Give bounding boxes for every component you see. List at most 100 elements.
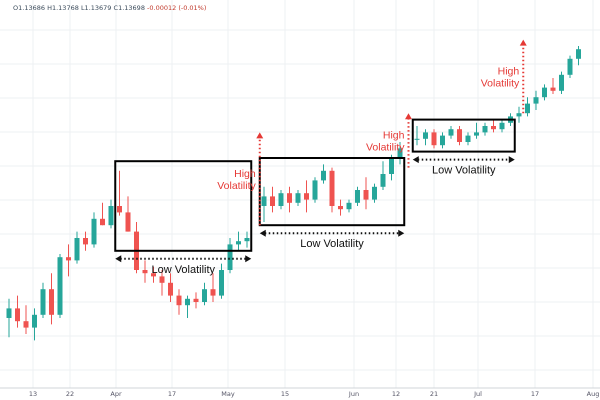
ohlc-change: -0.00012 (-0.01%) (147, 4, 207, 12)
candle-down (491, 126, 496, 130)
low-volatility-label: Low Volatility (300, 238, 364, 250)
x-tick-label: 17 (168, 390, 176, 398)
candle-down (210, 289, 216, 296)
high-volatility-label: Volatility (217, 180, 256, 192)
candle-down (151, 273, 156, 277)
low-volatility-box (258, 157, 406, 227)
x-tick-label: Jul (473, 390, 482, 398)
high-volatility-label: High (498, 65, 520, 77)
x-tick-label: Aug (587, 390, 600, 398)
candle-up (185, 298, 190, 306)
range-arrow-left (412, 156, 419, 164)
x-tick-label: 13 (29, 390, 37, 398)
range-arrow-right (245, 255, 252, 263)
high-volatility-label: Volatility (366, 141, 405, 153)
x-tick-label: Jun (348, 390, 359, 398)
high-volatility-arrow-head (519, 39, 527, 46)
candle-down (125, 212, 131, 232)
x-tick-label: Apr (110, 390, 122, 398)
candle-up (482, 126, 488, 133)
range-arrow-right (508, 156, 515, 164)
candle-up (380, 174, 386, 187)
low-volatility-box (411, 118, 516, 153)
low-volatility-label: Low Volatility (151, 264, 215, 276)
x-tick-label: 21 (430, 390, 438, 398)
volatility-annotations: HighVolatilityHighVolatilityHighVolatili… (217, 39, 527, 226)
candle-up (108, 206, 114, 226)
candle-down (49, 289, 54, 315)
candle-down (117, 206, 122, 213)
candle-down (142, 270, 148, 274)
candle-up (355, 190, 360, 203)
candle-up (236, 241, 241, 245)
candle-up (219, 270, 224, 296)
ohlc-low: L1.13679 (80, 4, 112, 12)
candle-up (474, 132, 479, 136)
candle-down (329, 170, 335, 206)
candle-up (576, 49, 581, 59)
candle-up (57, 257, 63, 315)
x-tick-label: 17 (531, 390, 539, 398)
candles-layer (6, 46, 581, 341)
candle-up (261, 196, 267, 206)
high-volatility-arrow-head (405, 113, 412, 120)
candle-up (202, 289, 207, 302)
ohlc-open: O1.13686 (13, 4, 45, 12)
candle-up (40, 289, 46, 315)
low-volatility-box (114, 160, 253, 252)
candle-down (304, 193, 309, 200)
candle-down (287, 193, 292, 203)
candle-up (278, 193, 284, 206)
candle-up (74, 238, 80, 261)
candle-up (525, 103, 530, 114)
low-volatility-label: Low Volatility (432, 165, 496, 177)
ohlc-readout: O1.13686 H1.13768 L1.13679 C1.13698 -0.0… (13, 4, 206, 12)
x-tick-label: May (221, 390, 235, 398)
candle-up (389, 158, 394, 174)
range-arrow-left (115, 255, 122, 263)
ohlc-close: C1.13698 (113, 4, 145, 12)
candle-down (431, 132, 437, 146)
candle-down (193, 298, 199, 302)
candle-down (159, 276, 165, 283)
candle-down (15, 308, 20, 322)
candle-down (176, 295, 182, 306)
candle-up (91, 218, 97, 245)
range-arrow-left (259, 229, 266, 237)
high-volatility-label: High (383, 129, 405, 141)
candle-up (465, 135, 471, 142)
volatility-boxes: Low Volatility Low Volatility Low Volatili… (114, 118, 516, 276)
candle-down (66, 257, 71, 261)
x-tick-label: 12 (392, 390, 400, 398)
candle-up (423, 132, 428, 139)
range-arrow-right (398, 229, 405, 237)
candle-down (550, 87, 556, 91)
high-volatility-label: High (234, 168, 256, 180)
candle-down (363, 190, 369, 200)
candle-down (457, 129, 462, 142)
candle-up (448, 129, 454, 136)
candle-down (338, 206, 343, 210)
candle-down (168, 282, 173, 296)
high-volatility-arrow-head (256, 132, 264, 139)
candle-up (499, 122, 505, 130)
candle-up (6, 308, 12, 318)
candle-down (100, 218, 105, 226)
candle-up (312, 180, 318, 200)
candle-up (533, 97, 539, 104)
candle-up (542, 87, 547, 98)
candle-up (372, 186, 377, 200)
candle-down (270, 196, 275, 206)
candle-up (440, 135, 445, 146)
candle-down (23, 321, 29, 328)
x-tick-label: 22 (66, 390, 74, 398)
candle-up (559, 74, 564, 91)
candle-up (567, 58, 573, 75)
x-tick-label: 15 (281, 390, 289, 398)
candle-up (414, 138, 420, 140)
candle-up (227, 244, 233, 270)
candle-up (321, 170, 326, 181)
candle-down (83, 238, 88, 245)
candle-up (295, 193, 301, 203)
